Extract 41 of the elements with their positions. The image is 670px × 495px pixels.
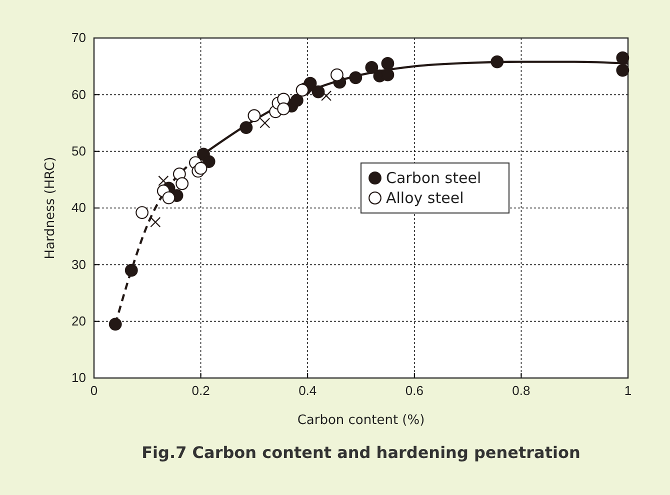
point [490, 55, 504, 68]
point [150, 216, 161, 228]
point [349, 71, 362, 84]
y-axis-title: Hardness (HRC) [43, 156, 58, 260]
point [312, 85, 325, 98]
point [162, 191, 176, 204]
point [240, 121, 253, 134]
y-tick-label: 60 [72, 86, 86, 102]
y-tick-label: 50 [72, 143, 86, 158]
point [365, 61, 378, 74]
text: Fig.7 Carbon content and hardening penetration [142, 443, 580, 462]
x-tick-label: 0.2 [192, 383, 210, 398]
point [616, 64, 630, 77]
point [381, 57, 394, 70]
point [290, 94, 304, 107]
point [158, 176, 169, 186]
point [277, 102, 290, 116]
point [202, 155, 216, 168]
point [248, 109, 261, 122]
x-tick-label: 0 [90, 383, 98, 398]
y-tick-label: 20 [72, 313, 86, 328]
point [108, 318, 122, 331]
point [176, 177, 189, 190]
y-tick-label: 40 [72, 200, 86, 216]
point [330, 68, 344, 82]
x-tick-label: 0.8 [512, 383, 530, 398]
point [194, 162, 208, 175]
y-tick-label: 70 [72, 30, 86, 46]
x-tick-label: 1 [624, 383, 632, 398]
x-tick-label: 0.4 [298, 383, 317, 398]
point [260, 118, 270, 128]
y-tick-label: 30 [72, 256, 86, 272]
point [124, 264, 138, 277]
legend-label: Carbon steel [386, 169, 482, 187]
y-tick-label: 10 [72, 370, 86, 386]
x-tick-label: 0.6 [405, 383, 424, 398]
legend-label: Alloy steel [386, 189, 464, 207]
point [616, 51, 630, 64]
point [321, 90, 332, 102]
x-axis-title: Carbon content (%) [297, 413, 425, 428]
point [296, 84, 309, 97]
